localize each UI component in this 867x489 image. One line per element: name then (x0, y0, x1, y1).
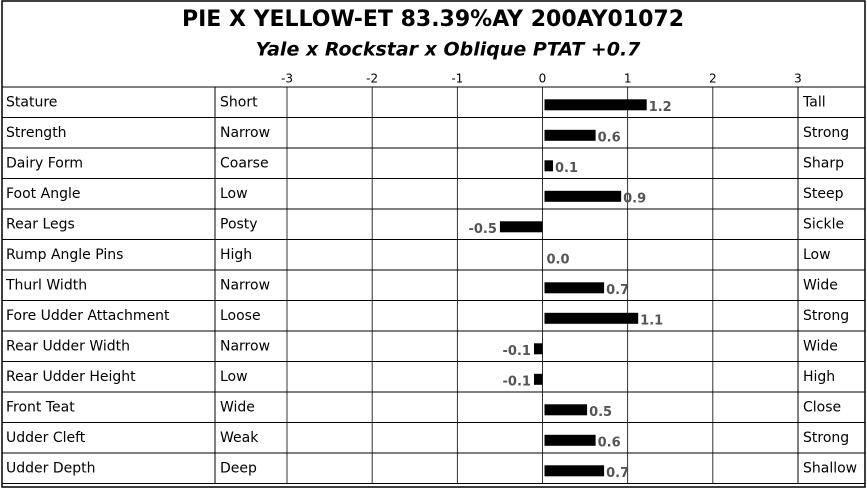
high-label: Strong (803, 125, 849, 141)
trait-label: Strength (6, 125, 67, 141)
bar (544, 129, 596, 141)
high-label: Strong (803, 430, 849, 446)
trait-label: Rump Angle Pins (6, 247, 123, 263)
x-tick-label: -3 (281, 72, 293, 86)
x-tick-label: 1 (624, 72, 632, 86)
high-label: Sickle (803, 216, 844, 232)
low-label: Coarse (220, 155, 269, 171)
bar (544, 282, 605, 294)
high-label: Steep (803, 186, 844, 202)
value-label: 0.7 (606, 283, 629, 298)
trait-label: Udder Depth (6, 460, 95, 476)
value-label: 1.1 (640, 313, 663, 328)
trait-label: Rear Udder Width (6, 338, 130, 354)
trait-label: Udder Cleft (6, 430, 86, 446)
trait-label: Rear Udder Height (6, 369, 136, 385)
high-label: Close (803, 399, 841, 415)
bar (544, 312, 639, 324)
trait-label: Fore Udder Attachment (6, 308, 170, 324)
bar (544, 160, 554, 172)
trait-label: Rear Legs (6, 216, 75, 232)
bar (544, 404, 588, 416)
bar (544, 99, 647, 111)
value-label: 0.7 (606, 466, 629, 481)
low-label: High (220, 247, 252, 263)
value-label: 0.5 (589, 405, 612, 420)
low-label: Weak (220, 430, 259, 446)
high-label: Wide (803, 277, 838, 293)
high-label: Shallow (803, 460, 857, 476)
value-label: 0.9 (623, 191, 646, 206)
high-label: Strong (803, 308, 849, 324)
trait-label: Thurl Width (5, 277, 87, 293)
value-label: 0.6 (598, 435, 621, 450)
bar (544, 190, 622, 202)
trait-label: Dairy Form (6, 155, 83, 171)
trait-label: Foot Angle (6, 186, 80, 202)
trait-label: Stature (6, 94, 57, 110)
value-label: 0.1 (555, 161, 578, 176)
high-label: Wide (803, 338, 838, 354)
low-label: Low (220, 186, 248, 202)
trait-label: Front Teat (6, 399, 75, 415)
x-tick-label: 0 (539, 72, 547, 86)
low-label: Posty (220, 216, 258, 232)
low-label: Narrow (220, 125, 270, 141)
x-tick-label: 3 (794, 72, 802, 86)
low-label: Wide (220, 399, 255, 415)
low-label: Narrow (220, 338, 270, 354)
low-label: Low (220, 369, 248, 385)
bar (499, 221, 543, 233)
bar (533, 373, 543, 385)
value-label: -0.1 (503, 344, 531, 359)
high-label: High (803, 369, 835, 385)
value-label: 1.2 (649, 100, 672, 115)
x-tick-label: -2 (366, 72, 378, 86)
chart-title: PIE X YELLOW-ET 83.39%AY 200AY01072 (182, 7, 684, 32)
low-label: Narrow (220, 277, 270, 293)
value-label: 0.0 (547, 252, 570, 267)
value-label: -0.1 (503, 374, 531, 389)
high-label: Low (803, 247, 831, 263)
high-label: Sharp (803, 155, 844, 171)
bar (533, 343, 543, 355)
low-label: Deep (220, 460, 257, 476)
value-label: 0.6 (598, 130, 621, 145)
value-label: -0.5 (468, 222, 496, 237)
low-label: Loose (220, 308, 261, 324)
bar (544, 465, 605, 477)
chart-subtitle: Yale x Rockstar x Oblique PTAT +0.7 (256, 39, 642, 61)
x-tick-label: 2 (709, 72, 717, 86)
high-label: Tall (802, 94, 826, 110)
low-label: Short (220, 94, 258, 110)
x-tick-label: -1 (451, 72, 463, 86)
bar (544, 434, 596, 446)
